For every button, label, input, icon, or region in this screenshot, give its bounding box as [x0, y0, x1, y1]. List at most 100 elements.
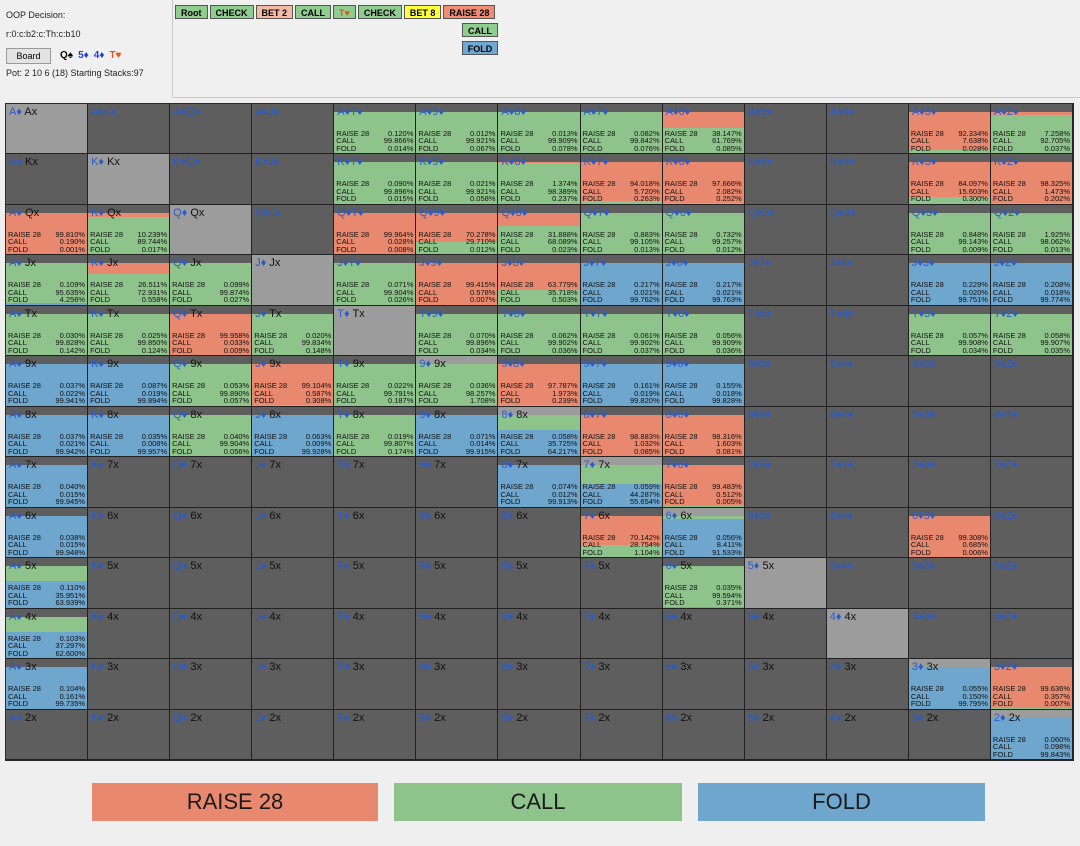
hand-cell[interactable]: 4♦3♦ — [908, 608, 991, 660]
hand-cell[interactable]: K♦J♦ — [252, 154, 335, 205]
hand-cell[interactable]: 8♦ 5x — [498, 558, 581, 609]
hand-cell[interactable]: K♦5♦ — [744, 154, 827, 205]
hand-cell[interactable]: 3♦ 3x RAISE 28 0.055% CALL 0.150% FOLD 99.795% — [908, 659, 991, 710]
hand-cell[interactable]: T♦ 7x — [334, 457, 417, 508]
path-node-button[interactable]: BET 2 — [255, 5, 294, 19]
hand-cell[interactable]: T♦ 3x — [334, 659, 417, 710]
hand-cell[interactable]: T♦ 6x — [334, 507, 417, 559]
hand-cell[interactable]: 5♦2♦ — [990, 558, 1073, 609]
hand-cell[interactable]: 7♦ 7x RAISE 28 0.059% CALL 44.287% FOLD 55.654… — [580, 457, 663, 508]
hand-cell[interactable]: Q♦ 2x — [170, 709, 253, 760]
hand-cell[interactable]: K♦ Tx RAISE 28 0.025% CALL 99.850% FOLD 0.124% — [88, 305, 171, 357]
hand-cell[interactable]: K♦ 8x RAISE 28 0.035% CALL 0.008% FOLD 99.957% — [88, 406, 171, 458]
hand-cell[interactable]: 8♦ 4x — [498, 608, 581, 660]
hand-cell[interactable]: A♦Q♦ — [170, 104, 253, 155]
hand-cell[interactable]: T♦2♦ RAISE 28 0.058% CALL 99.907% FOLD 0.035% — [990, 305, 1073, 357]
hand-cell[interactable]: A♦ Tx RAISE 28 0.030% CALL 99.828% FOLD 0.142% — [6, 305, 89, 357]
hand-cell[interactable]: 9♦ 2x — [416, 709, 499, 760]
hand-cell[interactable]: Q♦6♦ RAISE 28 0.732% CALL 99.257% FOLD 0.012% — [662, 204, 745, 256]
hand-cell[interactable]: 3♦ 2x — [908, 709, 991, 760]
hand-cell[interactable]: Q♦ Jx RAISE 28 0.099% CALL 99.874% FOLD 0.027% — [170, 255, 253, 306]
hand-cell[interactable]: 7♦5♦ — [744, 457, 827, 508]
hand-cell[interactable]: T♦5♦ — [744, 305, 827, 357]
hand-cell[interactable]: 9♦ 7x — [416, 457, 499, 508]
hand-cell[interactable]: J♦9♦ RAISE 28 99.415% CALL 0.578% FOLD 0.007% — [416, 255, 499, 306]
hand-cell[interactable]: Q♦3♦ RAISE 28 0.848% CALL 99.143% FOLD 0.009% — [908, 204, 991, 256]
hand-cell[interactable]: 8♦4♦ — [826, 406, 909, 458]
hand-cell[interactable]: J♦3♦ RAISE 28 0.229% CALL 0.020% FOLD 99.751% — [908, 255, 991, 306]
hand-cell[interactable]: A♦3♦ RAISE 28 92.334% CALL 7.638% FOLD 0.028% — [908, 104, 991, 155]
board-button[interactable]: Board — [6, 48, 51, 64]
hand-cell[interactable]: A♦8♦ RAISE 28 0.013% CALL 99.909% FOLD 0.078% — [498, 104, 581, 155]
hand-cell[interactable]: 8♦ 7x RAISE 28 0.074% CALL 0.012% FOLD 99.913% — [498, 457, 581, 508]
hand-cell[interactable]: A♦ 5x RAISE 28 0.110% CALL 35.951% FOLD 63.939… — [6, 558, 89, 609]
hand-cell[interactable]: Q♦5♦ — [744, 204, 827, 256]
hand-cell[interactable]: 8♦ 3x — [498, 659, 581, 710]
hand-cell[interactable]: T♦8♦ RAISE 28 0.062% CALL 99.902% FOLD 0.036% — [498, 305, 581, 357]
hand-cell[interactable]: K♦ 3x — [88, 659, 171, 710]
hand-cell[interactable]: J♦2♦ RAISE 28 0.208% CALL 0.018% FOLD 99.774% — [990, 255, 1073, 306]
hand-cell[interactable]: J♦7♦ RAISE 28 0.217% CALL 0.021% FOLD 99.762% — [580, 255, 663, 306]
hand-cell[interactable]: 8♦ 8x RAISE 28 0.058% CALL 35.725% FOLD 64.217… — [498, 406, 581, 458]
path-node-button[interactable]: Root — [175, 5, 208, 19]
hand-cell[interactable]: J♦6♦ RAISE 28 0.217% CALL 0.021% FOLD 99.763% — [662, 255, 745, 306]
option-call-button[interactable]: CALL — [462, 23, 498, 37]
hand-cell[interactable]: K♦6♦ RAISE 28 97.666% CALL 2.082% FOLD 0.252% — [662, 154, 745, 205]
hand-cell[interactable]: 6♦ 3x — [662, 659, 745, 710]
hand-cell[interactable]: 6♦5♦ — [744, 507, 827, 559]
hand-cell[interactable]: 4♦ 3x — [826, 659, 909, 710]
hand-cell[interactable]: 9♦ 8x RAISE 28 0.071% CALL 0.014% FOLD 99.915% — [416, 406, 499, 458]
hand-cell[interactable]: A♦ 6x RAISE 28 0.038% CALL 0.015% FOLD 99.948% — [6, 507, 89, 559]
path-node-button[interactable]: CHECK — [209, 5, 254, 19]
hand-cell[interactable]: K♦ 7x — [88, 457, 171, 508]
hand-cell[interactable]: 7♦ 6x RAISE 28 70.142% CALL 28.754% FOLD 1.104… — [580, 507, 663, 559]
hand-cell[interactable]: A♦ 2x — [6, 709, 89, 760]
path-node-button[interactable]: CALL — [295, 5, 332, 19]
hand-cell[interactable]: A♦J♦ — [252, 104, 335, 155]
hand-cell[interactable]: 5♦ 4x — [744, 608, 827, 660]
hand-cell[interactable]: K♦T♦ RAISE 28 0.090% CALL 99.896% FOLD 0.015% — [334, 154, 417, 205]
hand-cell[interactable]: 9♦8♦ RAISE 28 97.787% CALL 1.973% FOLD 0.239% — [498, 356, 581, 407]
hand-cell[interactable]: J♦ 9x RAISE 28 99.104% CALL 0.587% FOLD 0.308% — [252, 356, 335, 407]
hand-cell[interactable]: A♦ 9x RAISE 28 0.037% CALL 0.022% FOLD 99.941% — [6, 356, 89, 407]
hand-cell[interactable]: Q♦7♦ RAISE 28 0.883% CALL 99.105% FOLD 0.013% — [580, 204, 663, 256]
hand-cell[interactable]: 9♦6♦ RAISE 28 0.155% CALL 0.018% FOLD 99.828% — [662, 356, 745, 407]
path-node-button[interactable]: BET 8 — [403, 5, 442, 19]
hand-cell[interactable]: 8♦6♦ RAISE 28 98.316% CALL 1.603% FOLD 0.081% — [662, 406, 745, 458]
hand-cell[interactable]: K♦3♦ RAISE 28 84.097% CALL 15.603% FOLD 0.300% — [908, 154, 991, 205]
hand-cell[interactable]: J♦4♦ — [826, 255, 909, 306]
hand-cell[interactable]: T♦ 5x — [334, 558, 417, 609]
hand-cell[interactable]: 9♦2♦ — [990, 356, 1073, 407]
hand-cell[interactable]: 6♦ 5x RAISE 28 0.035% CALL 99.594% FOLD 0.371% — [662, 558, 745, 609]
hand-cell[interactable]: A♦ 3x RAISE 28 0.104% CALL 0.161% FOLD 99.735% — [6, 659, 89, 710]
hand-cell[interactable]: T♦9♦ RAISE 28 0.070% CALL 99.896% FOLD 0.034% — [416, 305, 499, 357]
hand-cell[interactable]: T♦ 2x — [334, 709, 417, 760]
hand-cell[interactable]: K♦4♦ — [826, 154, 909, 205]
path-node-button[interactable]: RAISE 28 — [443, 5, 496, 19]
hand-cell[interactable]: 6♦ 6x RAISE 28 0.056% CALL 8.411% FOLD 91.533% — [662, 507, 745, 559]
hand-cell[interactable]: 6♦ 2x — [662, 709, 745, 760]
hand-cell[interactable]: K♦ Jx RAISE 28 26.511% CALL 72.931% FOLD 0.558… — [88, 255, 171, 306]
hand-cell[interactable]: Q♦ 6x — [170, 507, 253, 559]
hand-cell[interactable]: K♦ 9x RAISE 28 0.087% CALL 0.019% FOLD 99.894% — [88, 356, 171, 407]
hand-cell[interactable]: A♦T♦ RAISE 28 0.120% CALL 99.866% FOLD 0.014% — [334, 104, 417, 155]
hand-cell[interactable]: 8♦ 2x — [498, 709, 581, 760]
hand-cell[interactable]: J♦ 8x RAISE 28 0.063% CALL 0.009% FOLD 99.928% — [252, 406, 335, 458]
hand-cell[interactable]: A♦2♦ RAISE 28 7.258% CALL 92.705% FOLD 0.037% — [990, 104, 1073, 155]
hand-cell[interactable]: A♦5♦ — [744, 104, 827, 155]
hand-cell[interactable]: J♦ 4x — [252, 608, 335, 660]
hand-cell[interactable]: Q♦ 8x RAISE 28 0.040% CALL 99.904% FOLD 0.056% — [170, 406, 253, 458]
hand-cell[interactable]: T♦ 8x RAISE 28 0.019% CALL 99.807% FOLD 0.174% — [334, 406, 417, 458]
hand-cell[interactable]: 5♦4♦ — [826, 558, 909, 609]
hand-cell[interactable]: 5♦ 5x — [744, 558, 827, 609]
hand-cell[interactable]: A♦ 8x RAISE 28 0.037% CALL 0.021% FOLD 99.942% — [6, 406, 89, 458]
path-node-button[interactable]: T♥ — [333, 5, 356, 19]
hand-cell[interactable]: A♦ Jx RAISE 28 0.109% CALL 95.635% FOLD 4.256% — [6, 255, 89, 306]
hand-cell[interactable]: 7♦3♦ — [908, 457, 991, 508]
hand-cell[interactable]: Q♦4♦ — [826, 204, 909, 256]
hand-cell[interactable]: 8♦7♦ RAISE 28 98.883% CALL 1.032% FOLD 0.085% — [580, 406, 663, 458]
hand-cell[interactable]: J♦ 7x — [252, 457, 335, 508]
hand-cell[interactable]: A♦ Kx — [6, 154, 89, 205]
hand-cell[interactable]: T♦3♦ RAISE 28 0.057% CALL 99.908% FOLD 0.034% — [908, 305, 991, 357]
hand-cell[interactable]: K♦7♦ RAISE 28 94.018% CALL 5.720% FOLD 0.263% — [580, 154, 663, 205]
